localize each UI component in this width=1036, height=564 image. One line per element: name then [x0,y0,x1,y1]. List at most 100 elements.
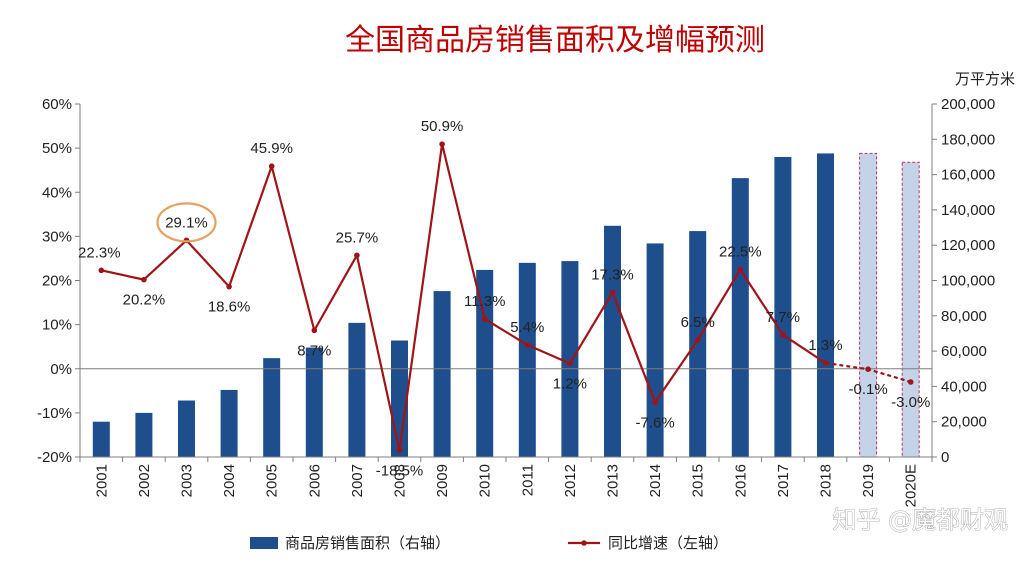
bar-2012 [561,261,579,457]
line-point-2006 [311,327,318,334]
line-point-2014 [652,399,658,406]
data-label-2014: -7.6% [636,414,675,431]
x-tick-label: 2003 [179,464,196,497]
line-point-2012 [567,360,573,367]
legend-swatch-line-marker [581,540,587,546]
x-tick-label: 2015 [690,464,707,497]
left-tick-label: -20% [37,449,72,466]
bar-2013 [604,225,621,457]
x-tick-label: 2007 [349,464,366,497]
data-label-2020E: -3.0% [891,394,930,411]
x-tick-label: 2006 [306,464,323,497]
bar-2008 [391,340,408,457]
left-tick-label: 0% [50,361,72,378]
x-tick-label: 2017 [775,464,792,497]
bar-2009 [433,291,451,457]
right-tick-label: 0 [941,449,949,466]
right-tick-label: 200,000 [941,96,995,113]
axes: -20% -10% 0% 10% 20% 30% 40% 50% 60% 0 20,000 40,00… [37,96,995,507]
right-tick-label: 180,000 [941,131,995,148]
bar-2019 [859,152,878,458]
legend-label-line: 同比增速（左轴） [608,534,728,552]
data-label-2005: 45.9% [250,140,293,157]
line-point-2010 [481,316,488,322]
left-tick-label: 50% [42,140,72,157]
line-point-2017 [780,331,786,338]
x-tick-label: 2008 [392,464,409,497]
x-tick-label: 2018 [818,464,835,497]
x-tick-label: 2002 [136,464,153,497]
data-label-2011: 5.4% [510,319,544,336]
legend-swatch-bar [250,537,278,549]
right-tick-label: 100,000 [941,273,995,290]
data-label-2003: 29.1% [165,214,208,231]
watermark: 知乎 @魔都财观 [832,506,1008,534]
data-label-2012: 1.2% [553,375,587,392]
bar-2015 [689,231,707,457]
left-tick-label: -10% [37,405,72,422]
x-tick-label: 2001 [93,464,110,497]
line-point-2013 [609,289,616,296]
left-tick-label: 10% [42,317,72,334]
data-label-2007: 25.7% [336,229,379,246]
legend: 商品房销售面积（右轴） 同比增速（左轴） [250,534,728,552]
data-label-2004: 18.6% [208,299,251,316]
bar-2005 [263,358,281,457]
line-point-2004 [226,283,232,290]
data-label-2016: 22.5% [719,243,762,260]
data-label-2008: -18.5% [376,462,424,479]
line-point-2005 [268,163,275,170]
x-tick-label: 2011 [519,464,536,496]
bar-2011 [518,262,536,457]
data-label-2015: 6.5% [681,314,715,331]
right-tick-label: 80,000 [941,308,987,325]
line-point-2020E [907,379,914,385]
left-tick-label: 40% [42,184,72,201]
bar-2007 [348,322,366,457]
data-label-2013: 17.3% [591,266,634,283]
x-tick-label: 2010 [477,464,494,497]
right-tick-label: 140,000 [941,202,995,219]
growth-line [101,143,827,452]
right-tick-label: 60,000 [941,343,987,360]
x-tick-label: 2019 [860,464,877,497]
line-point-2007 [354,252,360,259]
left-tick-label: 30% [42,228,72,245]
right-tick-label: 40,000 [941,378,987,395]
right-tick-label: 120,000 [941,237,995,254]
bar-2006 [305,347,323,457]
x-tick-label: 2012 [562,464,579,497]
data-label-2019: -0.1% [849,381,888,398]
line-point-2009 [439,141,445,147]
data-label-2010: 11.3% [464,293,505,310]
line-series [98,141,914,454]
line-point-2001 [98,267,105,274]
left-tick-label: 20% [42,273,72,290]
x-tick-label: 2016 [732,464,749,497]
data-label-2009: 50.9% [421,118,464,135]
bar-2014 [646,243,664,457]
bar-2016 [731,178,749,457]
bar-2010 [476,269,494,457]
left-tick-label: 60% [42,96,72,113]
line-point-2019 [865,366,871,372]
data-label-2006: 8.7% [297,342,331,359]
bar-2017 [774,156,792,457]
x-tick-label: 2009 [434,464,451,497]
x-tick-label: 2020E [903,464,920,507]
data-label-2017: 7.7% [766,309,800,326]
line-point-2008 [396,447,403,454]
chart-title: 全国商品房销售面积及增幅预测 [345,23,765,58]
highlight-circle [156,202,217,243]
line-point-2011 [524,342,531,348]
bar-2002 [135,412,153,457]
x-tick-label: 2004 [221,464,238,497]
bar-2003 [178,400,195,457]
bar-2018 [817,153,834,458]
x-tick-label: 2013 [605,464,622,497]
bar-2020E [901,161,920,458]
data-label-2018: 1.3% [808,337,842,354]
x-tick-label: 2014 [647,464,664,497]
data-label-2001: 22.3% [78,244,121,261]
